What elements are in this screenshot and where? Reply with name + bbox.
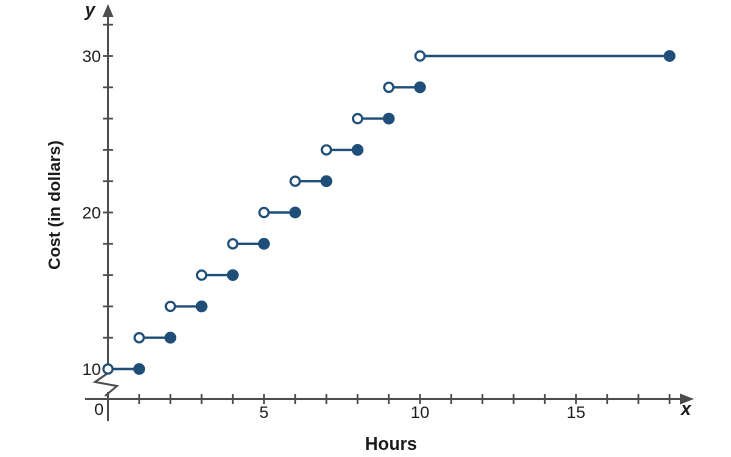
step-segment — [195, 269, 239, 282]
step-segment — [320, 144, 364, 156]
x-tick-label: 5 — [259, 403, 268, 422]
ticks — [103, 23, 671, 404]
closed-endpoint — [258, 237, 270, 250]
closed-endpoint — [133, 363, 146, 375]
closed-endpoint — [351, 144, 364, 156]
x-axis-title: Hours — [364, 434, 417, 454]
step-segment — [164, 300, 208, 313]
x-tick-label: 15 — [567, 403, 586, 422]
closed-endpoint — [320, 175, 333, 188]
y-tick-label: 20 — [82, 204, 101, 223]
x-tick-label: 0 — [94, 400, 103, 419]
open-endpoint — [133, 332, 145, 344]
closed-endpoint — [195, 300, 208, 313]
closed-endpoint — [382, 112, 395, 125]
closed-endpoint — [226, 269, 239, 282]
open-endpoint — [258, 206, 270, 219]
closed-endpoint — [164, 331, 177, 344]
step-segment — [351, 112, 395, 125]
open-endpoint — [195, 269, 208, 281]
step-segment — [383, 81, 426, 94]
step-segment — [102, 363, 146, 375]
y-axis-title: Cost (in dollars) — [45, 140, 64, 270]
step-series — [102, 50, 676, 375]
x-var-label: x — [681, 399, 692, 419]
y-tick-label: 10 — [82, 360, 101, 379]
y-axis-break-icon — [92, 372, 120, 397]
step-segment — [133, 331, 177, 344]
open-endpoint — [320, 144, 333, 156]
y-tick-label: 30 — [82, 47, 101, 66]
axes — [85, 4, 694, 421]
open-endpoint — [164, 300, 177, 313]
open-endpoint — [227, 238, 239, 250]
open-endpoint — [351, 112, 364, 125]
open-endpoint — [414, 50, 426, 62]
open-endpoint — [383, 81, 395, 94]
x-axis-arrow — [680, 393, 694, 405]
open-endpoint — [102, 363, 114, 375]
x-tick-label: 10 — [411, 403, 430, 422]
step-segment — [227, 237, 270, 250]
y-axis-arrow — [102, 4, 114, 17]
y-var-label: y — [85, 0, 96, 20]
tick-labels: 0 5 10 15 10 20 30 — [82, 47, 585, 422]
step-segment — [258, 206, 302, 219]
open-endpoint — [289, 175, 301, 187]
step-segment — [414, 50, 676, 62]
closed-endpoint — [414, 81, 426, 94]
step-segment — [289, 175, 333, 188]
closed-endpoint — [289, 206, 302, 219]
closed-endpoint — [663, 50, 676, 62]
